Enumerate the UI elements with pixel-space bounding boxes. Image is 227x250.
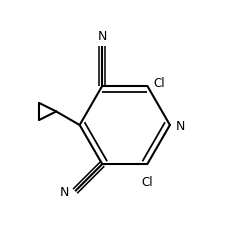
Text: Cl: Cl (153, 77, 165, 90)
Text: Cl: Cl (141, 176, 153, 190)
Text: N: N (98, 30, 107, 43)
Text: N: N (175, 120, 185, 133)
Text: N: N (60, 186, 69, 199)
